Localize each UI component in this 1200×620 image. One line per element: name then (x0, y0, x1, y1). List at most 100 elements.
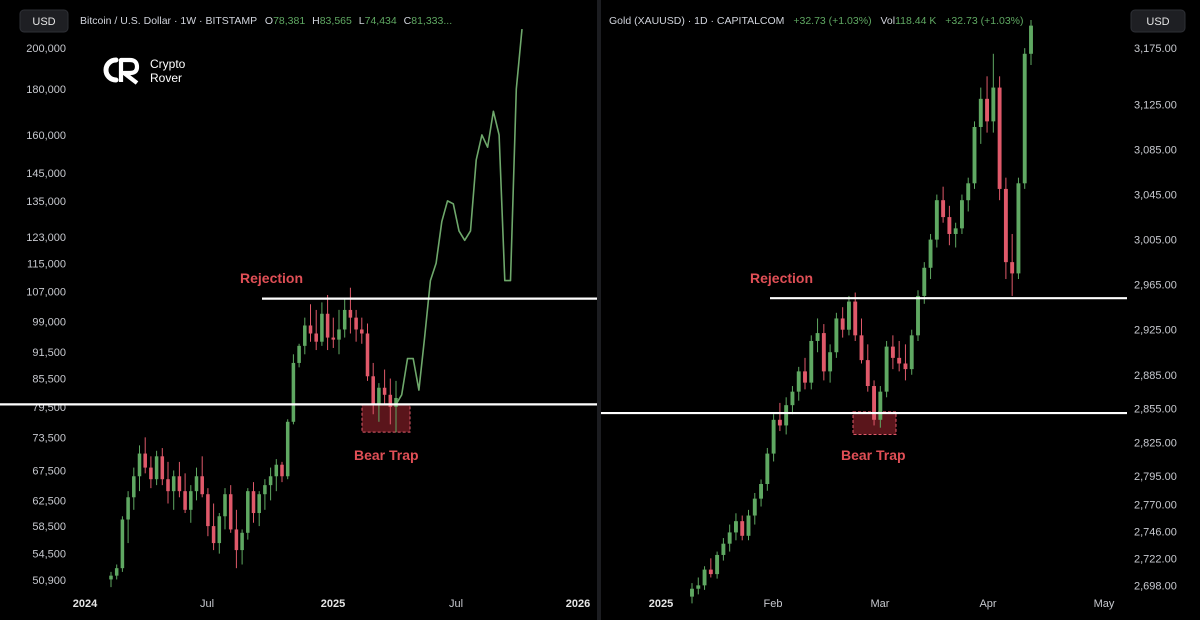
left-candle (342, 298, 347, 338)
ohlc-value-l: 74,434 (365, 15, 397, 27)
candle-body (727, 532, 732, 544)
candle-body (160, 456, 165, 480)
candle-body (132, 476, 136, 498)
right-y-tick-label: 2,885.00 (1134, 370, 1177, 382)
left-candle (240, 529, 244, 565)
candle-body (934, 200, 939, 240)
right-y-tick-label: 3,175.00 (1134, 43, 1177, 55)
left-candle (285, 419, 290, 480)
ohlc-value-h: 83,565 (320, 15, 352, 27)
candle-body (177, 476, 182, 492)
left-y-tick-label: 123,000 (26, 232, 66, 244)
left-candle (211, 503, 216, 551)
right-y-tick-label: 2,965.00 (1134, 280, 1177, 292)
left-candle (274, 459, 279, 492)
candle-body (872, 386, 877, 420)
candle-body (708, 569, 713, 575)
candle-body (126, 497, 130, 520)
right-x-tick-label: Feb (764, 598, 783, 610)
right-candle (972, 121, 977, 189)
right-candle (727, 524, 732, 552)
right-candle (941, 186, 946, 223)
right-candle (1022, 48, 1027, 189)
candle-body (865, 360, 870, 387)
candle-body (740, 521, 745, 536)
candle-body (815, 333, 820, 341)
left-candle (308, 304, 313, 342)
candle-body (828, 352, 833, 372)
right-candle (922, 262, 927, 304)
candle-body (840, 318, 845, 330)
left-candle (200, 456, 204, 498)
candle-body (109, 575, 113, 580)
candle-body (257, 494, 261, 514)
candle-body (972, 126, 977, 184)
candle-body (715, 554, 720, 575)
right-y-tick-label: 2,855.00 (1134, 404, 1177, 416)
right-candle (991, 53, 996, 133)
left-y-tick-label: 107,000 (26, 286, 66, 298)
left-x-tick-label: 2026 (566, 598, 590, 610)
right-symbol-title: Gold (XAUUSD) · 1D · CAPITALCOM (609, 15, 784, 27)
candle-body (853, 301, 858, 336)
logo-line1: Crypto (150, 57, 186, 71)
candle-body (834, 318, 839, 353)
candle-body (394, 397, 398, 407)
candle-body (314, 333, 318, 342)
right-bear-trap-label: Bear Trap (841, 447, 906, 463)
candle-body (143, 453, 147, 468)
candle-body (991, 87, 996, 122)
left-x-tick-label: 2024 (73, 598, 98, 610)
right-candle (834, 312, 839, 358)
candle-body (240, 532, 244, 551)
left-x-tick-label: Jul (449, 598, 463, 610)
candle-body (388, 394, 393, 407)
candle-body (702, 569, 707, 586)
pane-divider[interactable] (597, 0, 601, 620)
logo-r-shape (118, 57, 140, 85)
candle-body (884, 346, 889, 392)
right-y-tick-label: 2,698.00 (1134, 580, 1177, 592)
left-candle (251, 482, 256, 523)
left-candle (365, 323, 370, 381)
left-candle (388, 378, 393, 425)
left-candle (291, 354, 296, 425)
right-x-tick-label: Mar (871, 598, 890, 610)
right-header: Gold (XAUUSD) · 1D · CAPITALCOM +32.73 (… (609, 15, 1024, 27)
candle-body (234, 529, 239, 551)
left-y-tick-label: 54,500 (32, 549, 66, 561)
left-candle (268, 467, 273, 501)
candle-body (320, 313, 324, 342)
left-candle (303, 317, 307, 355)
right-candle (953, 222, 958, 248)
candle-body (137, 453, 142, 477)
candle-body (771, 419, 776, 454)
candle-body (997, 87, 1002, 189)
left-candle (354, 309, 358, 342)
right-candle (796, 366, 801, 401)
left-candle (360, 317, 364, 344)
candle-body (360, 329, 364, 334)
left-currency-badge[interactable] (19, 9, 69, 33)
candle-body (154, 456, 159, 480)
right-y-tick-label: 2,770.00 (1134, 499, 1177, 511)
left-symbol-title: Bitcoin / U.S. Dollar · 1W · BITSTAMP (80, 15, 257, 27)
left-candle (120, 516, 125, 572)
right-candle (985, 76, 990, 133)
right-candle (815, 318, 820, 353)
left-candle (228, 485, 233, 533)
right-currency-badge[interactable] (1130, 9, 1186, 33)
logo-line2: Rover (150, 71, 182, 85)
candle-body (303, 325, 307, 346)
left-x-tick-label: 2025 (321, 598, 345, 610)
candle-body (916, 295, 920, 336)
right-candle (759, 479, 764, 507)
candle-body (263, 485, 267, 495)
candle-body (382, 387, 387, 395)
right-candle (928, 233, 933, 280)
candle-body (171, 476, 176, 492)
candle-body (897, 357, 902, 364)
candle-body (784, 405, 789, 426)
left-projection-layer (395, 29, 523, 405)
